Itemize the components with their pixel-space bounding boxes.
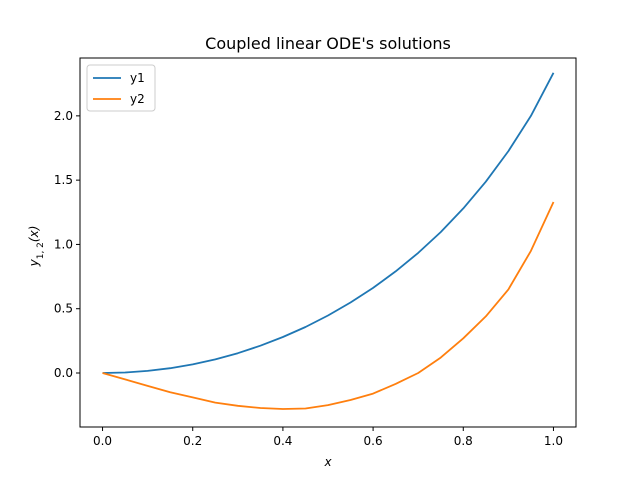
y-axis-label-main: y <box>27 258 41 267</box>
x-tick-label: 0.4 <box>273 434 292 448</box>
x-tick-label: 1.0 <box>544 434 563 448</box>
y-tick-label: 0.0 <box>54 366 73 380</box>
y-tick-label: 2.0 <box>54 109 73 123</box>
x-tick-label: 0.8 <box>454 434 473 448</box>
y-axis-label-argument: (x) <box>27 226 41 242</box>
x-axis: 0.0 0.2 0.4 0.6 0.8 1.0 <box>93 427 563 448</box>
y-axis: 0.0 0.5 1.0 1.5 2.0 <box>54 109 80 380</box>
y-axis-label: y1, 2(x) <box>27 226 46 268</box>
y-tick-label: 1.5 <box>54 173 73 187</box>
legend-label-y1: y1 <box>130 71 145 85</box>
x-tick-label: 0.6 <box>364 434 383 448</box>
series-line-y2 <box>102 201 555 410</box>
y-tick-label: 1.0 <box>54 237 73 251</box>
legend-box <box>86 64 156 112</box>
plot-area <box>102 72 555 410</box>
x-axis-label: x <box>323 455 332 469</box>
y-tick-label: 0.5 <box>54 302 73 316</box>
legend: y1 y2 <box>86 64 156 112</box>
y-axis-label-subscript: 1, 2 <box>36 242 46 259</box>
chart-title: Coupled linear ODE's solutions <box>205 34 451 53</box>
x-tick-label: 0.2 <box>183 434 202 448</box>
plot-frame <box>79 57 577 428</box>
legend-label-y2: y2 <box>130 92 145 106</box>
series-line-y1 <box>102 72 555 374</box>
x-tick-label: 0.0 <box>93 434 112 448</box>
